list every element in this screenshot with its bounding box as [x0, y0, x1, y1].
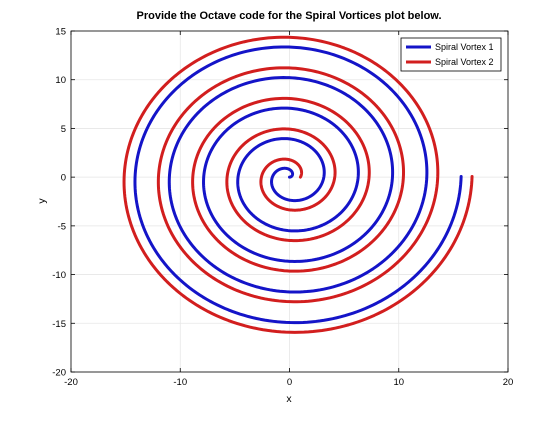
y-tick-label: -15 — [52, 319, 66, 330]
legend-label-spiral-vortex-2: Spiral Vortex 2 — [435, 57, 494, 67]
x-axis-label: x — [286, 393, 292, 405]
legend: Spiral Vortex 1 Spiral Vortex 2 — [400, 37, 502, 72]
y-axis-label: y — [36, 198, 48, 204]
series-line-spiral-vortex-2 — [122, 35, 474, 334]
y-tick-label: 0 — [61, 173, 66, 184]
y-tick-label: 10 — [55, 75, 66, 86]
chart-title: Provide the Octave code for the Spiral V… — [136, 10, 441, 22]
axis-ticks: -20 -10 0 10 20 -20 -15 -10 -5 0 5 10 15 — [52, 27, 513, 389]
legend-box — [400, 37, 502, 72]
x-tick-label: 0 — [287, 377, 292, 388]
y-tick-label: -5 — [58, 221, 66, 232]
series-line-spiral-vortex-1 — [133, 45, 463, 325]
y-tick-label: -10 — [52, 270, 66, 281]
legend-label-spiral-vortex-1: Spiral Vortex 1 — [435, 42, 494, 52]
y-tick-label: 15 — [55, 27, 66, 38]
y-tick-label: 5 — [61, 124, 66, 135]
x-tick-label: 10 — [393, 377, 404, 388]
y-tick-label: -20 — [52, 368, 66, 379]
series-lines — [122, 35, 474, 334]
x-tick-label: 20 — [503, 377, 514, 388]
x-tick-label: -10 — [173, 377, 187, 388]
x-tick-label: -20 — [64, 377, 78, 388]
